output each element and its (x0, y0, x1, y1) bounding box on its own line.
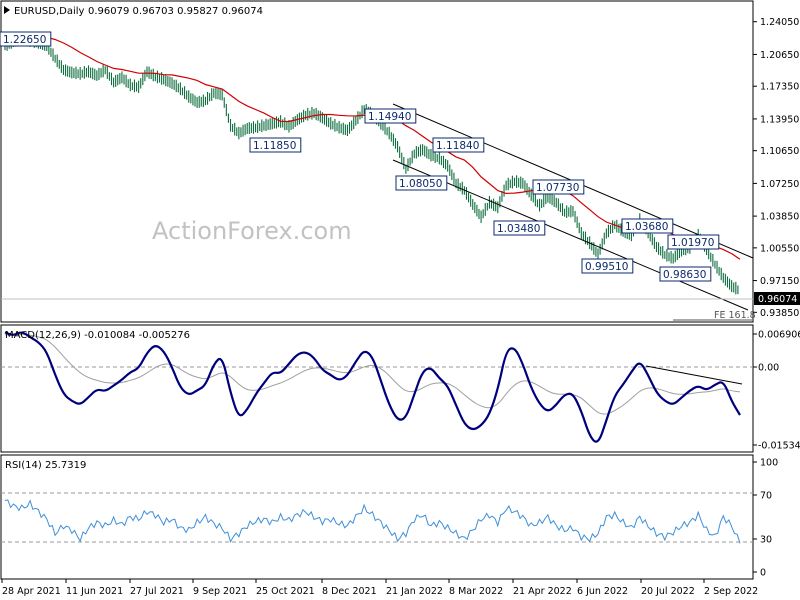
macd-signal-line (4, 333, 741, 415)
price-y-tick-label: 1.03850 (760, 212, 799, 223)
x-tick-label: 6 Jun 2022 (577, 586, 628, 597)
level-label-box (364, 108, 417, 124)
level-label: 1.07730 (536, 182, 579, 194)
level-label: 1.14940 (368, 111, 411, 123)
x-axis-labels: 28 Apr 2021 11 Jun 2021 27 Jul 2021 9 Sep 2… (1, 579, 758, 597)
price-level-labels: 1.22650 1.14940 1.11850 1.11840 1.08050 1.077… (0, 31, 720, 282)
x-tick-label: 25 Oct 2021 (256, 586, 315, 597)
price-y-tick-label: 0.93850 (760, 308, 799, 319)
price-y-tick-label: 1.13950 (760, 114, 799, 125)
y-axis-labels: 1.24050 1.20650 1.17350 1.13950 1.10650 1.072… (753, 17, 800, 579)
macd-line (4, 331, 741, 443)
level-label: 1.03480 (497, 223, 540, 235)
macd-divergence-line (645, 365, 743, 385)
price-y-tick-label: 1.24050 (760, 17, 799, 28)
rsi-line (4, 499, 741, 544)
x-tick-label: 2 Sep 2022 (704, 586, 758, 597)
macd-series-layer (4, 331, 743, 443)
price-y-tick-label: 0.97150 (760, 276, 799, 287)
level-label-box (395, 175, 448, 191)
x-tick-label: 8 Dec 2021 (322, 586, 377, 597)
macd-panel (0, 324, 754, 453)
macd-y-tick-label: 0.006906 (758, 330, 800, 341)
macd-title: MACD(12,26,9) -0.010084 -0.005276 (5, 330, 190, 341)
last-price-text: 0.96074 (758, 294, 797, 305)
level-label-box (432, 137, 485, 153)
level-label-box (659, 266, 712, 282)
macd-y-tick-label: 0.00 (758, 363, 779, 374)
channel-lower-line (392, 159, 749, 311)
level-label-box (667, 234, 720, 250)
watermark: ActionForex.com (152, 217, 352, 245)
price-y-tick-label: 1.10650 (760, 146, 799, 157)
x-tick-label: 8 Mar 2022 (449, 586, 503, 597)
level-label: 1.22650 (3, 34, 46, 46)
rsi-y-tick-label: 0 (760, 568, 766, 579)
level-label: 0.99510 (585, 261, 628, 273)
x-tick-label: 28 Apr 2021 (2, 586, 61, 597)
level-label-box (621, 218, 674, 234)
rsi-series-layer (4, 499, 741, 544)
x-tick-label: 21 Jan 2022 (386, 586, 443, 597)
price-header: EURUSD,Daily 0.96079 0.96703 0.95827 0.9… (4, 6, 263, 17)
level-label-box (532, 179, 585, 195)
level-label-box (0, 31, 52, 47)
x-tick-label: 11 Jun 2021 (66, 586, 123, 597)
rsi-panel (0, 454, 754, 580)
macd-y-tick-label: -0.015348 (758, 441, 800, 452)
x-tick-label: 20 Jul 2022 (641, 586, 695, 597)
level-label: 1.01970 (671, 237, 714, 249)
rsi-y-tick-label: 70 (760, 491, 772, 502)
collapse-arrow-icon (4, 6, 10, 14)
level-label-box (493, 220, 546, 236)
x-tick-label: 27 Jul 2021 (130, 586, 184, 597)
level-label: 1.11840 (436, 140, 479, 152)
price-panel (0, 0, 754, 323)
fe-annotation: FE 161.8 (714, 310, 756, 321)
price-y-tick-label: 1.17350 (760, 82, 799, 93)
price-y-tick-label: 1.07250 (760, 179, 799, 190)
level-label: 0.98630 (663, 269, 706, 281)
level-label: 1.03680 (625, 221, 668, 233)
level-label: 1.08050 (399, 178, 442, 190)
symbol-label: EURUSD,Daily (14, 6, 85, 17)
level-label-box (249, 137, 302, 153)
rsi-y-tick-label: 100 (760, 458, 778, 469)
price-y-tick-label: 1.00550 (760, 243, 799, 254)
level-label-box (581, 258, 634, 274)
price-y-tick-label: 1.20650 (760, 50, 799, 61)
rsi-y-tick-label: 30 (760, 535, 772, 546)
x-tick-label: 21 Apr 2022 (513, 586, 572, 597)
rsi-title: RSI(14) 25.7319 (5, 460, 86, 471)
last-price-badge (754, 292, 800, 305)
ohlc-readout: 0.96079 0.96703 0.95827 0.96074 (88, 6, 263, 17)
level-label: 1.11850 (253, 140, 296, 152)
x-tick-label: 9 Sep 2021 (193, 586, 247, 597)
